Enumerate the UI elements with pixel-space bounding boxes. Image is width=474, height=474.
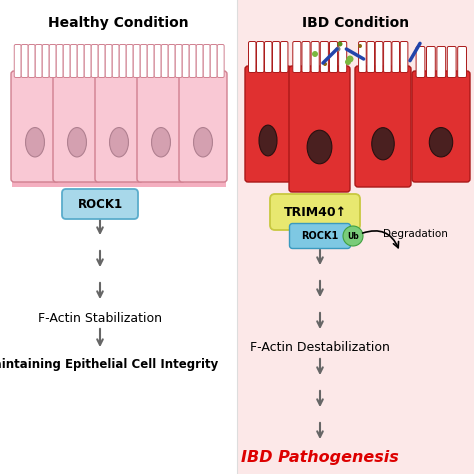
FancyBboxPatch shape xyxy=(355,66,411,187)
FancyBboxPatch shape xyxy=(458,46,466,78)
FancyBboxPatch shape xyxy=(77,45,84,78)
Text: Degradation: Degradation xyxy=(383,229,447,239)
FancyBboxPatch shape xyxy=(293,42,301,73)
Ellipse shape xyxy=(429,128,453,157)
Text: IBD Pathogenesis: IBD Pathogenesis xyxy=(241,450,399,465)
FancyBboxPatch shape xyxy=(49,45,56,78)
FancyBboxPatch shape xyxy=(289,66,350,192)
FancyBboxPatch shape xyxy=(302,42,310,73)
Bar xyxy=(12,171,226,187)
FancyBboxPatch shape xyxy=(245,66,291,182)
FancyBboxPatch shape xyxy=(28,45,35,78)
FancyBboxPatch shape xyxy=(416,46,425,78)
FancyBboxPatch shape xyxy=(53,71,101,182)
FancyBboxPatch shape xyxy=(400,42,408,73)
FancyBboxPatch shape xyxy=(256,42,264,73)
FancyArrowPatch shape xyxy=(363,231,399,248)
FancyBboxPatch shape xyxy=(359,42,366,73)
Text: IBD Condition: IBD Condition xyxy=(302,16,410,30)
FancyBboxPatch shape xyxy=(375,42,383,73)
Circle shape xyxy=(337,42,343,46)
FancyBboxPatch shape xyxy=(91,45,98,78)
FancyBboxPatch shape xyxy=(137,71,185,182)
FancyBboxPatch shape xyxy=(427,46,435,78)
FancyBboxPatch shape xyxy=(70,45,77,78)
Circle shape xyxy=(358,44,362,48)
FancyBboxPatch shape xyxy=(392,42,400,73)
Ellipse shape xyxy=(26,128,45,157)
FancyBboxPatch shape xyxy=(98,45,105,78)
FancyBboxPatch shape xyxy=(412,71,470,182)
FancyBboxPatch shape xyxy=(196,45,203,78)
Text: ROCK1: ROCK1 xyxy=(301,231,338,241)
FancyBboxPatch shape xyxy=(154,45,161,78)
FancyBboxPatch shape xyxy=(35,45,42,78)
FancyBboxPatch shape xyxy=(140,45,147,78)
FancyBboxPatch shape xyxy=(63,45,70,78)
FancyBboxPatch shape xyxy=(210,45,217,78)
FancyBboxPatch shape xyxy=(112,45,119,78)
Ellipse shape xyxy=(109,128,128,157)
Bar xyxy=(12,159,226,179)
FancyBboxPatch shape xyxy=(161,45,168,78)
FancyBboxPatch shape xyxy=(273,42,280,73)
FancyBboxPatch shape xyxy=(329,42,337,73)
FancyBboxPatch shape xyxy=(270,194,360,230)
Ellipse shape xyxy=(259,125,277,156)
FancyBboxPatch shape xyxy=(42,45,49,78)
FancyBboxPatch shape xyxy=(11,71,59,182)
FancyBboxPatch shape xyxy=(56,45,63,78)
FancyBboxPatch shape xyxy=(217,45,224,78)
FancyBboxPatch shape xyxy=(290,224,350,248)
FancyBboxPatch shape xyxy=(133,45,140,78)
Text: F-Actin Stabilization: F-Actin Stabilization xyxy=(38,312,162,325)
Bar xyxy=(0,0,237,474)
Text: F-Actin Destabilization: F-Actin Destabilization xyxy=(250,341,390,354)
Ellipse shape xyxy=(307,130,332,164)
Ellipse shape xyxy=(372,128,394,160)
Text: ROCK1: ROCK1 xyxy=(77,198,123,210)
Ellipse shape xyxy=(68,128,86,157)
FancyBboxPatch shape xyxy=(182,45,189,78)
Circle shape xyxy=(345,59,351,65)
FancyBboxPatch shape xyxy=(203,45,210,78)
FancyBboxPatch shape xyxy=(14,45,21,78)
FancyBboxPatch shape xyxy=(437,46,446,78)
FancyBboxPatch shape xyxy=(264,42,272,73)
Ellipse shape xyxy=(193,128,212,157)
FancyBboxPatch shape xyxy=(248,42,256,73)
FancyBboxPatch shape xyxy=(119,45,126,78)
Circle shape xyxy=(346,55,354,63)
Circle shape xyxy=(343,226,363,246)
FancyBboxPatch shape xyxy=(126,45,133,78)
Text: Maintaining Epithelial Cell Integrity: Maintaining Epithelial Cell Integrity xyxy=(0,358,218,371)
FancyBboxPatch shape xyxy=(84,45,91,78)
Text: TRIM40↑: TRIM40↑ xyxy=(283,206,346,219)
Text: Ub: Ub xyxy=(347,231,359,240)
FancyBboxPatch shape xyxy=(383,42,391,73)
FancyBboxPatch shape xyxy=(320,42,328,73)
FancyBboxPatch shape xyxy=(21,45,28,78)
Circle shape xyxy=(323,62,327,66)
Bar xyxy=(237,0,474,474)
Circle shape xyxy=(336,46,340,52)
FancyBboxPatch shape xyxy=(179,71,227,182)
FancyBboxPatch shape xyxy=(367,42,374,73)
FancyBboxPatch shape xyxy=(105,45,112,78)
FancyBboxPatch shape xyxy=(338,42,346,73)
FancyBboxPatch shape xyxy=(311,42,319,73)
FancyBboxPatch shape xyxy=(168,45,175,78)
Circle shape xyxy=(312,51,318,57)
FancyBboxPatch shape xyxy=(62,189,138,219)
FancyBboxPatch shape xyxy=(281,42,288,73)
FancyBboxPatch shape xyxy=(95,71,143,182)
FancyBboxPatch shape xyxy=(189,45,196,78)
FancyBboxPatch shape xyxy=(147,45,154,78)
Ellipse shape xyxy=(152,128,171,157)
Text: Healthy Condition: Healthy Condition xyxy=(48,16,188,30)
FancyBboxPatch shape xyxy=(175,45,182,78)
FancyBboxPatch shape xyxy=(447,46,456,78)
